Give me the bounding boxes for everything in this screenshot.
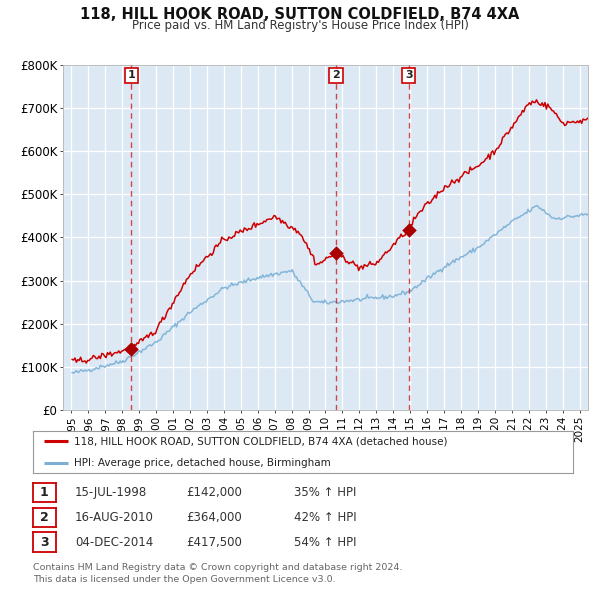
Text: Price paid vs. HM Land Registry's House Price Index (HPI): Price paid vs. HM Land Registry's House … bbox=[131, 19, 469, 32]
Text: 118, HILL HOOK ROAD, SUTTON COLDFIELD, B74 4XA (detached house): 118, HILL HOOK ROAD, SUTTON COLDFIELD, B… bbox=[74, 437, 447, 446]
Text: This data is licensed under the Open Government Licence v3.0.: This data is licensed under the Open Gov… bbox=[33, 575, 335, 584]
Text: 04-DEC-2014: 04-DEC-2014 bbox=[75, 536, 153, 549]
Text: £417,500: £417,500 bbox=[186, 536, 242, 549]
Text: Contains HM Land Registry data © Crown copyright and database right 2024.: Contains HM Land Registry data © Crown c… bbox=[33, 563, 403, 572]
Text: HPI: Average price, detached house, Birmingham: HPI: Average price, detached house, Birm… bbox=[74, 458, 330, 467]
Text: 42% ↑ HPI: 42% ↑ HPI bbox=[294, 511, 356, 524]
Text: 3: 3 bbox=[40, 536, 49, 549]
Text: 118, HILL HOOK ROAD, SUTTON COLDFIELD, B74 4XA: 118, HILL HOOK ROAD, SUTTON COLDFIELD, B… bbox=[80, 7, 520, 22]
Text: 3: 3 bbox=[405, 70, 413, 80]
Text: 15-JUL-1998: 15-JUL-1998 bbox=[75, 486, 147, 499]
Point bbox=[127, 344, 136, 353]
Text: 2: 2 bbox=[40, 511, 49, 524]
Text: 54% ↑ HPI: 54% ↑ HPI bbox=[294, 536, 356, 549]
Text: 1: 1 bbox=[128, 70, 135, 80]
Point bbox=[404, 225, 413, 235]
Text: 16-AUG-2010: 16-AUG-2010 bbox=[75, 511, 154, 524]
Text: 2: 2 bbox=[332, 70, 340, 80]
Text: 35% ↑ HPI: 35% ↑ HPI bbox=[294, 486, 356, 499]
Text: £364,000: £364,000 bbox=[186, 511, 242, 524]
Point bbox=[331, 248, 341, 258]
Text: 1: 1 bbox=[40, 486, 49, 499]
Text: £142,000: £142,000 bbox=[186, 486, 242, 499]
